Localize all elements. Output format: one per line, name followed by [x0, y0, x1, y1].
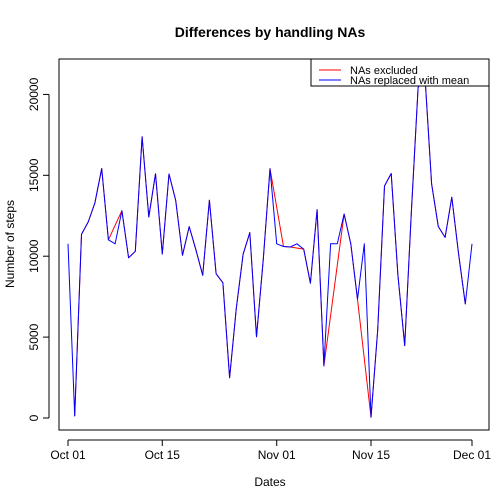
y-axis-label: Number of steps — [3, 200, 17, 288]
series-layer — [67, 74, 473, 418]
x-tick-label: Dec 01 — [453, 448, 491, 462]
x-tick-label: Nov 01 — [258, 448, 296, 462]
legend-label: NAs replaced with mean — [350, 75, 469, 87]
plot-frame — [58, 58, 490, 431]
x-axis-label: Dates — [254, 475, 285, 489]
x-tick-label: Oct 01 — [50, 448, 86, 462]
x-tick-label: Oct 15 — [145, 448, 181, 462]
y-tick-label: 0 — [27, 414, 41, 421]
y-tick-label: 10000 — [27, 239, 41, 273]
series-line-1 — [74, 74, 466, 418]
x-tick-label: Nov 15 — [352, 448, 390, 462]
y-axis: 0 5000 10000 15000 20000 — [27, 77, 50, 421]
legend-box — [310, 58, 490, 87]
chart-title: Differences by handling NAs — [175, 24, 366, 40]
x-axis: Oct 01 Oct 15 Nov 01 Nov 15 Dec 01 — [50, 439, 491, 462]
series-line-2 — [67, 74, 473, 418]
y-tick-label: 5000 — [27, 323, 41, 350]
y-tick-label: 20000 — [27, 77, 41, 111]
legend-label: NAs excluded — [350, 65, 418, 77]
y-tick-label: 15000 — [27, 158, 41, 192]
